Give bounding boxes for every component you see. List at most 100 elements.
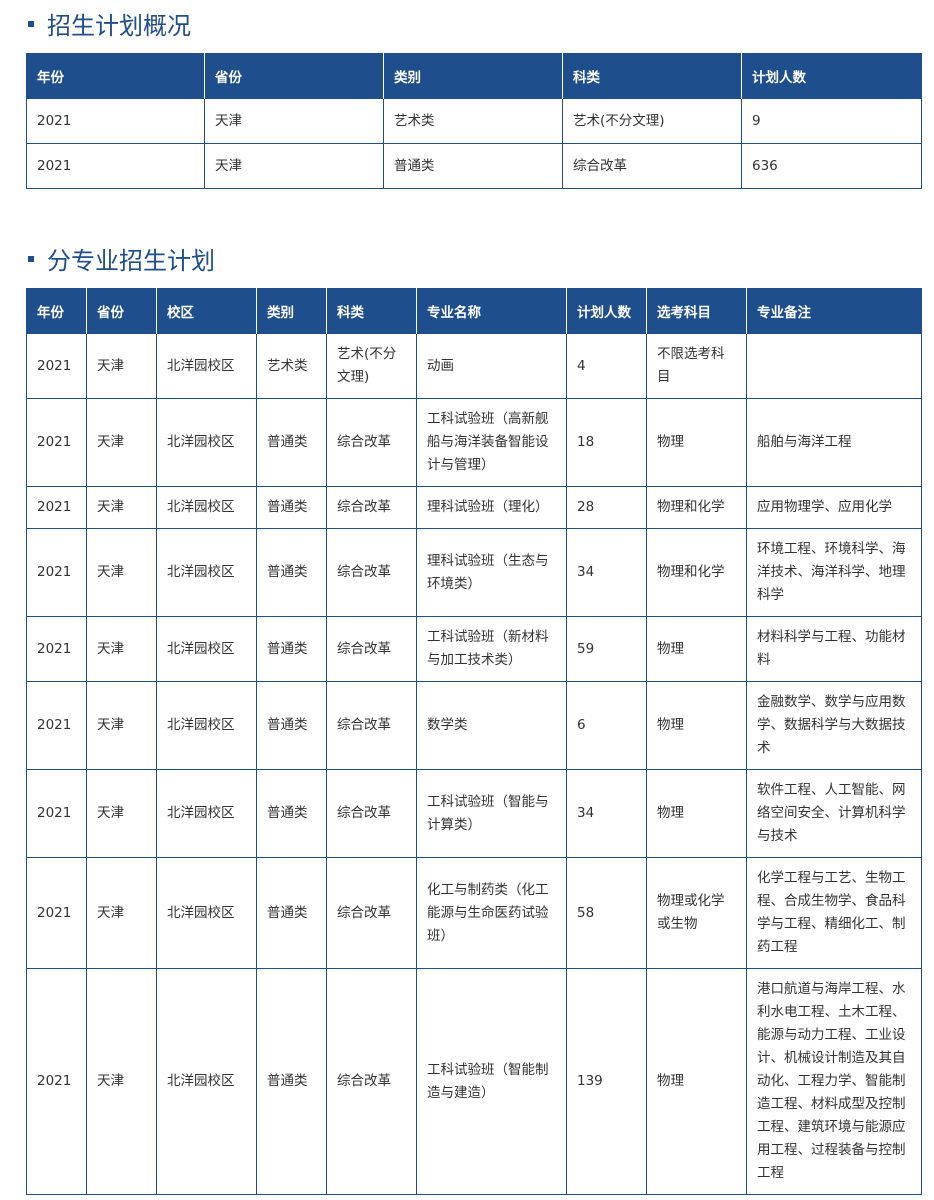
table-cell: 普通类	[256, 681, 327, 770]
table-cell: 普通类	[383, 143, 563, 189]
table-cell: 综合改革	[326, 769, 417, 858]
table-cell: 物理	[646, 681, 747, 770]
table-cell: 化学工程与工艺、生物工程、合成生物学、食品科学与工程、精细化工、制药工程	[746, 857, 922, 969]
table-cell: 139	[566, 968, 647, 1195]
column-header: 类别	[383, 53, 563, 99]
table-cell: 环境工程、环境科学、海洋技术、海洋科学、地理科学	[746, 528, 922, 617]
column-header: 科类	[326, 288, 417, 334]
column-header: 类别	[256, 288, 327, 334]
table-cell: 18	[566, 398, 647, 487]
table-cell: 船舶与海洋工程	[746, 398, 922, 487]
table-cell: 普通类	[256, 398, 327, 487]
table-cell: 工科试验班（高新舰船与海洋装备智能设计与管理）	[416, 398, 567, 487]
table-cell: 数学类	[416, 681, 567, 770]
table-cell: 2021	[26, 681, 87, 770]
table-cell: 港口航道与海岸工程、水利水电工程、土木工程、能源与动力工程、工业设计、机械设计制…	[746, 968, 922, 1195]
table-cell: 应用物理学、应用化学	[746, 486, 922, 529]
table-cell: 2021	[26, 968, 87, 1195]
table-cell: 综合改革	[326, 857, 417, 969]
table-cell: 综合改革	[326, 528, 417, 617]
table-cell: 物理	[646, 968, 747, 1195]
table-cell: 工科试验班（智能与计算类）	[416, 769, 567, 858]
table-cell: 艺术类	[256, 333, 327, 399]
table-cell: 北洋园校区	[156, 681, 257, 770]
table-cell: 综合改革	[326, 486, 417, 529]
column-header: 科类	[562, 53, 742, 99]
column-header: 选考科目	[646, 288, 747, 334]
table-cell: 天津	[86, 857, 157, 969]
table-cell: 2021	[26, 857, 87, 969]
table-cell: 天津	[86, 681, 157, 770]
table-cell: 天津	[86, 968, 157, 1195]
table-cell: 2021	[26, 769, 87, 858]
table-cell: 北洋园校区	[156, 857, 257, 969]
table-cell: 58	[566, 857, 647, 969]
table-row: 2021 天津 北洋园校区 普通类 综合改革 工科试验班（智能与计算类） 34 物理 软件工程、…	[26, 769, 922, 858]
table-cell: 2021	[26, 398, 87, 487]
table-cell	[746, 333, 922, 399]
table-cell: 动画	[416, 333, 567, 399]
table-row: 2021 天津 北洋园校区 普通类 综合改革 工科试验班（智能制造与建造） 139 物理 港口航…	[26, 968, 922, 1195]
table-cell: 材料科学与工程、功能材料	[746, 616, 922, 682]
table-cell: 天津	[86, 333, 157, 399]
table-cell: 综合改革	[326, 398, 417, 487]
table-cell: 综合改革	[326, 616, 417, 682]
table-cell: 艺术类	[383, 98, 563, 144]
column-header: 省份	[86, 288, 157, 334]
table-cell: 物理	[646, 398, 747, 487]
table-cell: 北洋园校区	[156, 616, 257, 682]
major-plan-table: 年份 省份 校区 类别 科类 专业名称 计划人数 选考科目 专业备注 2021 天津 北洋园校区 艺术类…	[26, 288, 922, 1195]
bullet-square-icon	[28, 20, 34, 27]
column-header: 校区	[156, 288, 257, 334]
table-cell: 636	[741, 143, 922, 189]
table-cell: 物理和化学	[646, 486, 747, 529]
table-cell: 北洋园校区	[156, 528, 257, 617]
table-cell: 9	[741, 98, 922, 144]
table-cell: 天津	[86, 486, 157, 529]
bullet-square-icon	[28, 255, 34, 262]
table-row: 2021 天津 北洋园校区 艺术类 艺术(不分文理) 动画 4 不限选考科目	[26, 333, 922, 399]
column-header: 专业名称	[416, 288, 567, 334]
table-cell: 工科试验班（新材料与加工技术类）	[416, 616, 567, 682]
table-cell: 4	[566, 333, 647, 399]
table-cell: 34	[566, 528, 647, 617]
table-cell: 物理	[646, 616, 747, 682]
table-cell: 28	[566, 486, 647, 529]
column-header: 计划人数	[566, 288, 647, 334]
overview-table: 年份 省份 类别 科类 计划人数 2021 天津 艺术类 艺术(不分文理) 9 2021 天津 普通类综…	[26, 53, 922, 189]
table-cell: 艺术(不分文理)	[326, 333, 417, 399]
table-cell: 普通类	[256, 616, 327, 682]
section-title-major-plan: 分专业招生计划	[28, 241, 215, 276]
column-header: 计划人数	[741, 53, 922, 99]
table-cell: 综合改革	[326, 681, 417, 770]
table-row: 2021 天津 北洋园校区 普通类 综合改革 化工与制药类（化工能源与生命医药试验班） 58…	[26, 857, 922, 969]
title-text: 分专业招生计划	[47, 247, 215, 275]
table-row: 2021 天津 普通类 综合改革 636	[26, 143, 922, 189]
table-cell: 综合改革	[562, 143, 742, 189]
table-cell: 不限选考科目	[646, 333, 747, 399]
table-cell: 物理和化学	[646, 528, 747, 617]
column-header: 专业备注	[746, 288, 922, 334]
table-cell: 天津	[86, 616, 157, 682]
table-cell: 6	[566, 681, 647, 770]
table-row: 2021 天津 北洋园校区 普通类 综合改革 理科试验班（生态与环境类） 34 物理和化学 环境…	[26, 528, 922, 617]
table-cell: 天津	[204, 98, 384, 144]
table-cell: 北洋园校区	[156, 398, 257, 487]
table-cell: 2021	[26, 333, 87, 399]
table-cell: 34	[566, 769, 647, 858]
table-cell: 理科试验班（理化）	[416, 486, 567, 529]
column-header: 年份	[26, 288, 87, 334]
table-row: 2021 天津 北洋园校区 普通类 综合改革 数学类 6 物理 金融数学、数学与应用数学、数据科…	[26, 681, 922, 770]
table-cell: 综合改革	[326, 968, 417, 1195]
table-cell: 北洋园校区	[156, 486, 257, 529]
table-cell: 2021	[26, 528, 87, 617]
table-row: 2021 天津 北洋园校区 普通类 综合改革 理科试验班（理化） 28 物理和化学 应用物理学、…	[26, 486, 922, 529]
table-cell: 天津	[86, 769, 157, 858]
table-cell: 金融数学、数学与应用数学、数据科学与大数据技术	[746, 681, 922, 770]
table-cell: 普通类	[256, 857, 327, 969]
table-cell: 物理	[646, 769, 747, 858]
table-cell: 普通类	[256, 769, 327, 858]
table-cell: 2021	[26, 98, 205, 144]
table-cell: 2021	[26, 486, 87, 529]
table-cell: 北洋园校区	[156, 769, 257, 858]
